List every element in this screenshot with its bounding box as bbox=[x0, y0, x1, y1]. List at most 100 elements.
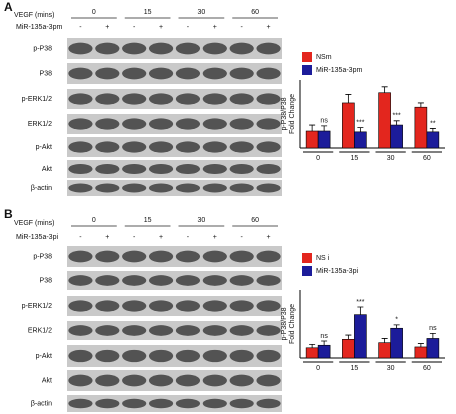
blot bbox=[67, 38, 282, 59]
significance-label: *** bbox=[393, 113, 401, 120]
blot-band bbox=[122, 374, 147, 387]
time-label: 0 bbox=[92, 9, 96, 16]
time-label: 0 bbox=[92, 217, 96, 224]
error-bar bbox=[417, 102, 424, 108]
bar bbox=[354, 314, 367, 359]
error-bar bbox=[345, 334, 352, 340]
blot-band bbox=[122, 163, 147, 175]
blot bbox=[67, 180, 282, 196]
sign-label: + bbox=[159, 234, 163, 241]
bar bbox=[378, 342, 391, 359]
blot-band bbox=[148, 275, 174, 286]
error-bar bbox=[393, 324, 400, 329]
blot-band bbox=[229, 183, 254, 193]
blot-band bbox=[95, 183, 120, 193]
significance-label: *** bbox=[356, 119, 364, 126]
x-tick-label: 15 bbox=[350, 365, 358, 372]
legend-swatch bbox=[302, 52, 312, 62]
blot-band bbox=[229, 398, 254, 409]
x-tick-label: 15 bbox=[350, 155, 358, 162]
blot bbox=[67, 321, 282, 340]
blot-band bbox=[68, 300, 93, 312]
bar bbox=[378, 92, 391, 149]
blot-band bbox=[256, 349, 281, 363]
blot bbox=[67, 296, 282, 316]
blot-band bbox=[175, 118, 201, 130]
error-bar bbox=[309, 124, 316, 131]
blot bbox=[67, 271, 282, 290]
blot-band bbox=[256, 374, 281, 387]
error-bar bbox=[309, 344, 316, 348]
blot-band bbox=[148, 163, 174, 175]
blot-band bbox=[68, 374, 93, 387]
legend-label: MiR-135a-3pm bbox=[316, 67, 362, 74]
blot-label: p-P38 bbox=[33, 253, 52, 260]
blot-band bbox=[148, 118, 174, 130]
legend-label: NS i bbox=[316, 255, 330, 262]
blot-band bbox=[122, 141, 147, 153]
blot-band bbox=[68, 183, 93, 193]
error-bar bbox=[381, 338, 388, 343]
blot-band bbox=[229, 141, 254, 153]
blot-band bbox=[122, 325, 147, 336]
blot-band bbox=[202, 374, 227, 387]
bar bbox=[305, 347, 319, 359]
blot-label: P38 bbox=[40, 277, 53, 284]
blot-band bbox=[148, 183, 174, 193]
blot-label: ERK1/2 bbox=[28, 121, 52, 128]
blot-band bbox=[202, 93, 227, 105]
blot-band bbox=[256, 42, 281, 55]
blot-band bbox=[202, 118, 227, 130]
blot-band bbox=[122, 183, 147, 193]
blot-band bbox=[175, 398, 201, 409]
blot bbox=[67, 370, 282, 391]
sign-label: - bbox=[133, 24, 136, 31]
blot-band bbox=[175, 325, 201, 336]
sign-label: - bbox=[79, 24, 82, 31]
blot-band bbox=[256, 275, 281, 286]
y-axis-label: p-P38/P38 bbox=[281, 307, 288, 340]
blot-band bbox=[229, 275, 254, 286]
legend-swatch bbox=[302, 266, 312, 276]
blot-band bbox=[229, 42, 254, 55]
time-label: 30 bbox=[197, 217, 205, 224]
bar bbox=[354, 131, 367, 149]
blot-band bbox=[256, 250, 281, 263]
blot bbox=[67, 246, 282, 267]
blot-label: p-P38 bbox=[33, 45, 52, 52]
panel-label: B bbox=[4, 207, 13, 221]
treatment-label: VEGF (mins) bbox=[14, 220, 54, 227]
blot-band bbox=[202, 183, 227, 193]
sign-label: + bbox=[267, 24, 271, 31]
blot bbox=[67, 114, 282, 134]
blot-band bbox=[95, 141, 120, 153]
bar bbox=[342, 338, 355, 359]
blot-band bbox=[229, 67, 254, 80]
x-tick-label: 60 bbox=[423, 155, 431, 162]
blot-band bbox=[68, 42, 93, 55]
blot-band bbox=[95, 93, 120, 105]
blot-band bbox=[122, 349, 147, 363]
error-bar bbox=[429, 128, 436, 132]
x-tick-label: 0 bbox=[316, 365, 320, 372]
blot-band bbox=[68, 398, 93, 409]
sign-label: + bbox=[105, 24, 109, 31]
blot-band bbox=[202, 67, 227, 80]
blot bbox=[67, 345, 282, 367]
legend-swatch bbox=[302, 65, 312, 75]
sign-label: + bbox=[105, 234, 109, 241]
significance-label: ns bbox=[429, 325, 437, 332]
time-label: 15 bbox=[144, 217, 152, 224]
blot-band bbox=[175, 300, 201, 312]
blot-band bbox=[202, 275, 227, 286]
blot bbox=[67, 160, 282, 178]
blot-band bbox=[95, 250, 120, 263]
bar bbox=[414, 106, 428, 149]
sign-label: - bbox=[241, 234, 244, 241]
sign-label: - bbox=[187, 24, 190, 31]
blot-band bbox=[68, 163, 93, 175]
blot-band bbox=[229, 118, 254, 130]
error-bar bbox=[345, 94, 352, 103]
blot-band bbox=[256, 67, 281, 80]
blot-band bbox=[229, 374, 254, 387]
